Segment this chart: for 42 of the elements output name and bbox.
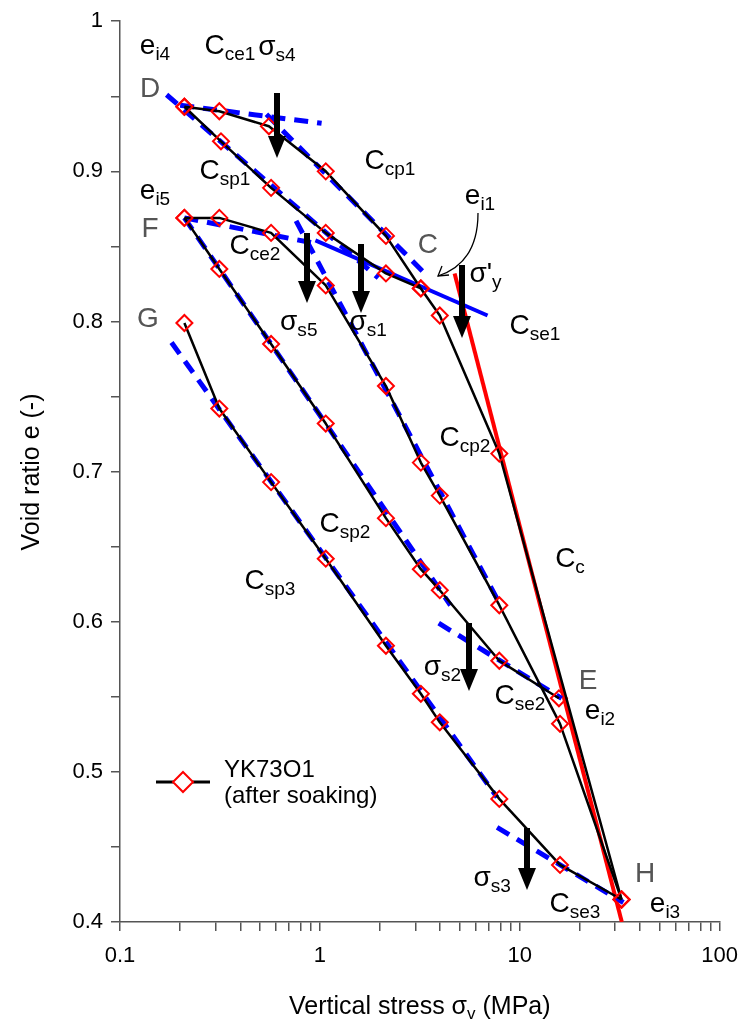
annotation: D: [139, 72, 161, 103]
annotation: σ$_{s1}$: [349, 304, 387, 340]
annotation: σ$_{s3}$: [473, 860, 511, 896]
annotation: C$_{cp1}$: [364, 144, 416, 179]
annotation: e$_{i5}$: [139, 174, 171, 209]
x-axis-title: Vertical stress σ$_{v}$ (MPa): [289, 990, 551, 1023]
annotation: C$_{se2}$: [494, 679, 546, 714]
annotation: e$_{i1}$: [464, 179, 496, 214]
x-tick-label: 100: [701, 942, 739, 968]
annotation: F: [141, 212, 159, 243]
y-tick-label: 0.9: [72, 157, 103, 183]
annotation: C$_{se3}$: [549, 887, 601, 922]
annotation: C$_{sp2}$: [319, 507, 371, 542]
annotation: C$_{sp1}$: [199, 154, 251, 189]
y-tick-label: 0.8: [72, 307, 103, 333]
annotation: C$_{ce1}$: [204, 29, 256, 64]
annotation: σ'$_{y}$: [469, 257, 502, 293]
annotation: e$_{i3}$: [649, 887, 681, 922]
annotation: C$_{c}$: [555, 542, 585, 577]
annotation: C$_{ce2}$: [229, 229, 281, 264]
y-axis-title: Void ratio e (-): [15, 393, 45, 551]
y-tick-label: 0.7: [72, 457, 103, 483]
annotation: C$_{se1}$: [509, 309, 561, 344]
annotation: C$_{sp3}$: [244, 564, 296, 599]
x-tick-label: 10: [507, 942, 533, 968]
annotation: e$_{i4}$: [139, 29, 171, 64]
y-tick-label: 1: [90, 7, 103, 33]
annotation: C$_{cp2}$: [439, 421, 491, 456]
annotation: σ$_{s5}$: [280, 305, 318, 341]
legend-label: YK73O1 (after soaking): [224, 755, 378, 809]
annotation: C: [417, 228, 438, 260]
annotation: σ$_{s2}$: [423, 649, 462, 685]
y-tick-label: 0.6: [72, 607, 103, 633]
annotation: H: [634, 857, 656, 888]
annotation: E: [578, 664, 598, 695]
annotation: σ$_{s4}$: [258, 30, 296, 65]
y-tick-label: 0.4: [72, 908, 103, 934]
x-tick-label: 0.1: [104, 942, 136, 968]
annotation: e$_{i2}$: [584, 694, 616, 729]
x-tick-label: 1: [313, 942, 327, 968]
y-tick-label: 0.5: [72, 757, 103, 783]
annotation: G: [137, 302, 159, 333]
